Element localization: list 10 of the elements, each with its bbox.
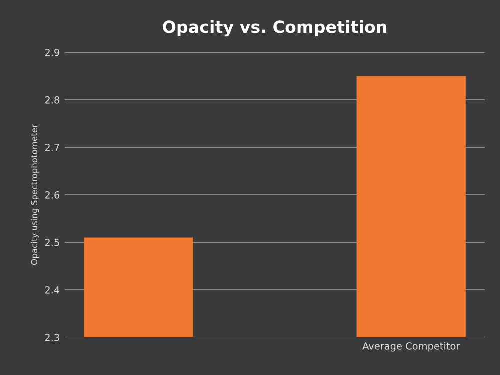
y-tick-label: 2.3 [45,334,60,342]
y-tick-label: 2.4 [45,286,60,294]
y-tick-label: 2.6 [45,191,60,199]
y-tick-label: 2.9 [45,48,60,56]
y-tick-label: 2.8 [45,96,60,104]
y-tick-label: 2.5 [45,238,60,246]
x-tick-label: Average Competitor [362,342,460,352]
y-tick-label: 2.7 [45,144,60,152]
chart-title: Opacity vs. Competition [163,20,386,37]
y-axis-title: Opacity using Spectrophotometer [31,124,40,265]
